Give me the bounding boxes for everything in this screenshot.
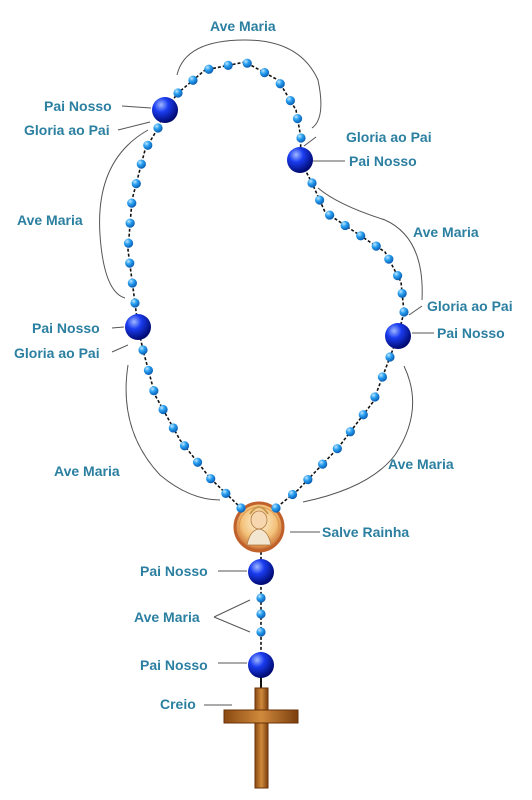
small-bead — [315, 195, 325, 205]
bracket-line — [176, 39, 322, 129]
small-bead — [236, 503, 246, 513]
bracket-line — [317, 187, 423, 301]
label-creio: Creio — [160, 696, 196, 712]
label-salve-rainha: Salve Rainha — [322, 524, 409, 540]
small-bead — [358, 410, 368, 420]
label-right-pai-nosso-2: Pai Nosso — [437, 325, 505, 341]
small-bead — [127, 198, 137, 208]
bracket-line — [125, 364, 221, 501]
label-right-pai-nosso-1: Pai Nosso — [349, 153, 417, 169]
label-left-pai-nosso-1: Pai Nosso — [44, 98, 112, 114]
small-bead — [377, 372, 388, 382]
leader-line — [111, 344, 129, 353]
leader-line — [111, 326, 125, 329]
small-bead — [242, 58, 252, 68]
small-bead — [307, 178, 317, 188]
small-bead — [303, 475, 313, 485]
labels: Ave Maria Pai Nosso Gloria ao Pai Ave Ma… — [14, 18, 513, 712]
label-right-ave-maria-2: Ave Maria — [388, 456, 454, 472]
small-bead — [285, 96, 295, 106]
small-bead — [340, 220, 350, 231]
label-right-ave-maria-1: Ave Maria — [413, 224, 479, 240]
label-left-ave-maria-2: Ave Maria — [54, 463, 120, 479]
small-bead — [256, 609, 266, 619]
small-bead — [371, 241, 381, 251]
beads — [123, 58, 411, 678]
small-bead — [318, 459, 328, 469]
small-bead — [153, 123, 163, 133]
label-top-ave-maria: Ave Maria — [210, 18, 276, 34]
small-bead — [384, 254, 394, 264]
large-bead — [125, 314, 151, 340]
small-bead — [143, 140, 153, 150]
small-bead — [127, 278, 137, 288]
small-bead — [356, 231, 366, 241]
leader-line — [408, 305, 423, 316]
label-right-gloria-1: Gloria ao Pai — [346, 129, 432, 145]
small-bead — [256, 627, 266, 637]
small-bead — [332, 444, 342, 454]
leader-line — [303, 136, 317, 147]
bracket-line — [99, 129, 149, 299]
small-bead — [223, 60, 233, 70]
small-bead — [149, 386, 159, 396]
label-left-ave-maria-1: Ave Maria — [17, 212, 83, 228]
large-bead — [152, 97, 178, 123]
small-bead — [345, 427, 355, 437]
large-bead — [385, 323, 411, 349]
label-stem-pai-nosso-2: Pai Nosso — [140, 657, 208, 673]
large-bead — [248, 652, 274, 678]
small-bead — [130, 298, 140, 308]
small-bead — [204, 64, 214, 74]
small-bead — [131, 179, 141, 189]
small-bead — [399, 307, 409, 317]
leader-lines — [99, 39, 434, 706]
small-bead — [385, 352, 395, 362]
small-bead — [370, 392, 380, 402]
small-bead — [125, 218, 135, 228]
small-bead — [168, 423, 178, 433]
small-bead — [192, 457, 203, 467]
small-bead — [221, 488, 231, 498]
small-bead — [275, 79, 285, 89]
label-stem-ave-maria: Ave Maria — [134, 609, 200, 625]
virgin-mary-medal-icon — [233, 501, 285, 553]
leader-line — [121, 105, 152, 109]
small-bead — [393, 271, 403, 281]
bracket-line — [302, 365, 414, 503]
crucifix-cross-icon — [223, 676, 299, 789]
small-bead — [287, 489, 298, 500]
small-bead — [173, 88, 183, 98]
large-bead — [248, 559, 274, 585]
label-stem-pai-nosso-1: Pai Nosso — [140, 563, 208, 579]
small-bead — [325, 210, 335, 220]
small-bead — [271, 503, 281, 513]
small-bead — [292, 114, 303, 124]
small-bead — [397, 288, 407, 299]
small-bead — [188, 75, 198, 85]
leader-line — [117, 121, 151, 131]
small-bead — [296, 133, 306, 143]
small-bead — [138, 345, 148, 355]
label-left-gloria-1: Gloria ao Pai — [24, 122, 110, 138]
small-bead — [123, 238, 134, 248]
small-bead — [259, 68, 270, 78]
small-bead — [206, 474, 216, 484]
label-left-pai-nosso-2: Pai Nosso — [32, 320, 100, 336]
large-bead — [287, 147, 313, 173]
small-bead — [136, 159, 146, 169]
small-bead — [158, 404, 168, 415]
small-bead — [125, 258, 135, 268]
bracket-line — [213, 599, 251, 633]
small-bead — [256, 593, 266, 603]
small-bead — [179, 441, 190, 451]
label-left-gloria-2: Gloria ao Pai — [14, 345, 100, 361]
label-right-gloria-2: Gloria ao Pai — [427, 298, 513, 314]
cord-loop — [127, 61, 405, 529]
small-bead — [143, 365, 154, 375]
